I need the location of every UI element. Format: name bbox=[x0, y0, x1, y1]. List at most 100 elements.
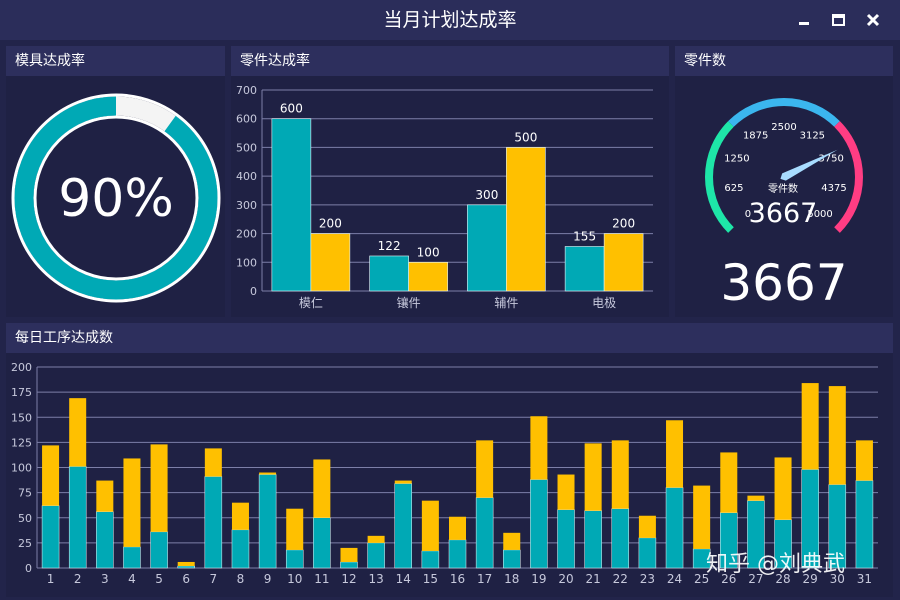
x-tick-label: 15 bbox=[423, 572, 438, 586]
bar-segment-base bbox=[394, 483, 412, 569]
close-icon[interactable] bbox=[863, 10, 883, 30]
bar-segment-base bbox=[285, 549, 304, 569]
gauge-tick-label: 3750 bbox=[818, 153, 843, 164]
bar-segment-base bbox=[204, 476, 223, 569]
bar bbox=[603, 233, 644, 292]
x-tick-label: 17 bbox=[477, 572, 492, 586]
y-tick-label: 50 bbox=[18, 512, 32, 525]
bar-segment-top bbox=[123, 458, 141, 547]
x-tick-label: 25 bbox=[694, 572, 709, 586]
bar-segment-top bbox=[584, 443, 602, 511]
x-tick-label: 镶件 bbox=[397, 295, 421, 310]
bar-segment-top bbox=[720, 452, 738, 513]
bar-value-label: 300 bbox=[475, 188, 498, 202]
gauge-low-arc bbox=[705, 121, 734, 233]
x-tick-label: 9 bbox=[264, 572, 272, 586]
bar bbox=[564, 246, 605, 292]
x-tick-label: 3 bbox=[101, 572, 109, 586]
bar-value-label: 122 bbox=[378, 239, 401, 253]
x-tick-label: 2 bbox=[74, 572, 82, 586]
bar-segment-top bbox=[313, 459, 331, 518]
gauge-tick-label: 1875 bbox=[743, 131, 768, 142]
bar-segment-top bbox=[367, 535, 385, 543]
x-tick-label: 27 bbox=[748, 572, 763, 586]
donut-outer-ring bbox=[11, 93, 221, 303]
big-count-value: 3667 bbox=[720, 254, 847, 312]
y-tick-label: 100 bbox=[236, 256, 257, 269]
bar-segment-base bbox=[448, 539, 467, 569]
panel-header: 模具达成率 bbox=[6, 46, 225, 76]
bar-segment-base bbox=[41, 505, 60, 569]
bar bbox=[369, 255, 409, 292]
y-tick-label: 175 bbox=[11, 386, 32, 399]
x-tick-label: 21 bbox=[586, 572, 601, 586]
x-tick-label: 1 bbox=[47, 572, 55, 586]
y-tick-label: 150 bbox=[11, 411, 32, 424]
bar-segment-base bbox=[340, 561, 358, 569]
x-tick-label: 16 bbox=[450, 572, 465, 586]
bar bbox=[408, 261, 448, 292]
bar-segment-base bbox=[665, 487, 684, 569]
bar-segment-top bbox=[747, 495, 765, 501]
donut-percent-label: 90% bbox=[58, 169, 174, 229]
bar bbox=[506, 147, 546, 292]
gauge-tick-label: 3125 bbox=[800, 131, 825, 142]
x-tick-label: 10 bbox=[287, 572, 302, 586]
bar-segment-base bbox=[692, 548, 711, 569]
x-tick-label: 26 bbox=[721, 572, 736, 586]
bar-segment-base bbox=[638, 537, 657, 569]
bar-segment-top bbox=[476, 440, 494, 498]
y-tick-label: 25 bbox=[18, 537, 32, 550]
bar-segment-top bbox=[666, 420, 684, 488]
bar-segment-top bbox=[69, 398, 87, 467]
bar-segment-base bbox=[367, 542, 385, 569]
y-tick-label: 200 bbox=[236, 228, 257, 241]
bar-segment-top bbox=[530, 416, 548, 480]
panel-title: 模具达成率 bbox=[15, 53, 85, 69]
bar-segment-base bbox=[557, 509, 575, 569]
minimize-icon[interactable] bbox=[794, 10, 814, 30]
bar-segment-top bbox=[774, 457, 792, 520]
bar-segment-base bbox=[503, 549, 521, 569]
x-tick-label: 辅件 bbox=[494, 296, 518, 310]
bar-segment-top bbox=[421, 500, 439, 551]
x-tick-label: 18 bbox=[504, 572, 519, 586]
bar-segment-base bbox=[96, 511, 114, 569]
parts-rate-panel: 零件达成率 0 100 200 300 400 500 600 700 模仁 600 200 镶件 12… bbox=[231, 46, 669, 317]
bar bbox=[467, 204, 507, 292]
bar-segment-top bbox=[693, 485, 711, 549]
bar-segment-top bbox=[259, 472, 277, 475]
bar-segment-base bbox=[855, 480, 874, 569]
x-tick-label: 4 bbox=[128, 572, 136, 586]
x-tick-label: 31 bbox=[857, 572, 872, 586]
panel-header: 零件达成率 bbox=[231, 46, 669, 76]
bar-segment-base bbox=[150, 531, 168, 569]
bar-segment-top bbox=[503, 532, 521, 550]
gauge-value-readout: 3667 bbox=[749, 198, 818, 229]
y-tick-label: 400 bbox=[236, 170, 257, 183]
window-title: 当月计划达成率 bbox=[383, 9, 517, 31]
bar bbox=[271, 118, 312, 292]
bar-value-label: 100 bbox=[417, 245, 440, 259]
gauge-tick-label: 2500 bbox=[771, 122, 796, 133]
bar-segment-top bbox=[286, 508, 304, 550]
bar-segment-top bbox=[340, 547, 358, 562]
bar-segment-base bbox=[421, 550, 440, 569]
bar-segment-top bbox=[638, 515, 656, 538]
bar-segment-base bbox=[177, 565, 195, 569]
y-tick-label: 0 bbox=[250, 285, 257, 298]
donut-inner-ring bbox=[33, 115, 199, 281]
parts-rate-chart: 0 100 200 300 400 500 600 700 模仁 600 200 镶件 122 100 辅件… bbox=[236, 84, 653, 310]
gauge-high-arc bbox=[834, 121, 863, 233]
panel-title: 每日工序达成数 bbox=[15, 330, 113, 346]
maximize-icon[interactable] bbox=[828, 10, 848, 30]
bar-segment-base bbox=[231, 529, 250, 569]
bar-segment-base bbox=[68, 466, 87, 569]
bar-segment-top bbox=[828, 386, 846, 485]
panel-header: 每日工序达成数 bbox=[6, 323, 893, 353]
bar-segment-top bbox=[177, 561, 195, 566]
donut-achieved-segment bbox=[14, 96, 218, 300]
panel-title: 零件达成率 bbox=[240, 53, 310, 69]
